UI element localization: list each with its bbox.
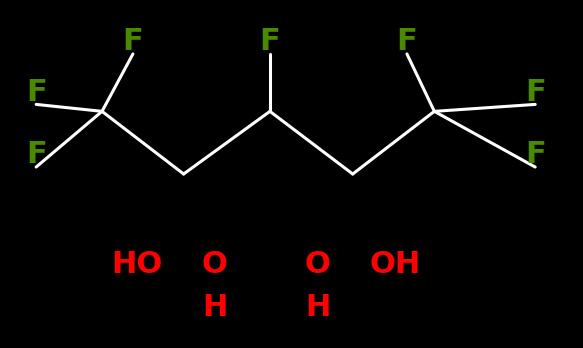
Text: F: F xyxy=(525,140,546,169)
Text: OH: OH xyxy=(370,250,421,279)
Text: O: O xyxy=(305,250,331,279)
Text: HO: HO xyxy=(111,250,163,279)
Text: H: H xyxy=(202,293,227,323)
Text: F: F xyxy=(525,78,546,107)
Text: F: F xyxy=(26,78,47,107)
Text: F: F xyxy=(26,140,47,169)
Text: F: F xyxy=(259,27,280,56)
Text: F: F xyxy=(122,27,143,56)
Text: H: H xyxy=(305,293,331,323)
Text: O: O xyxy=(202,250,227,279)
Text: F: F xyxy=(396,27,417,56)
